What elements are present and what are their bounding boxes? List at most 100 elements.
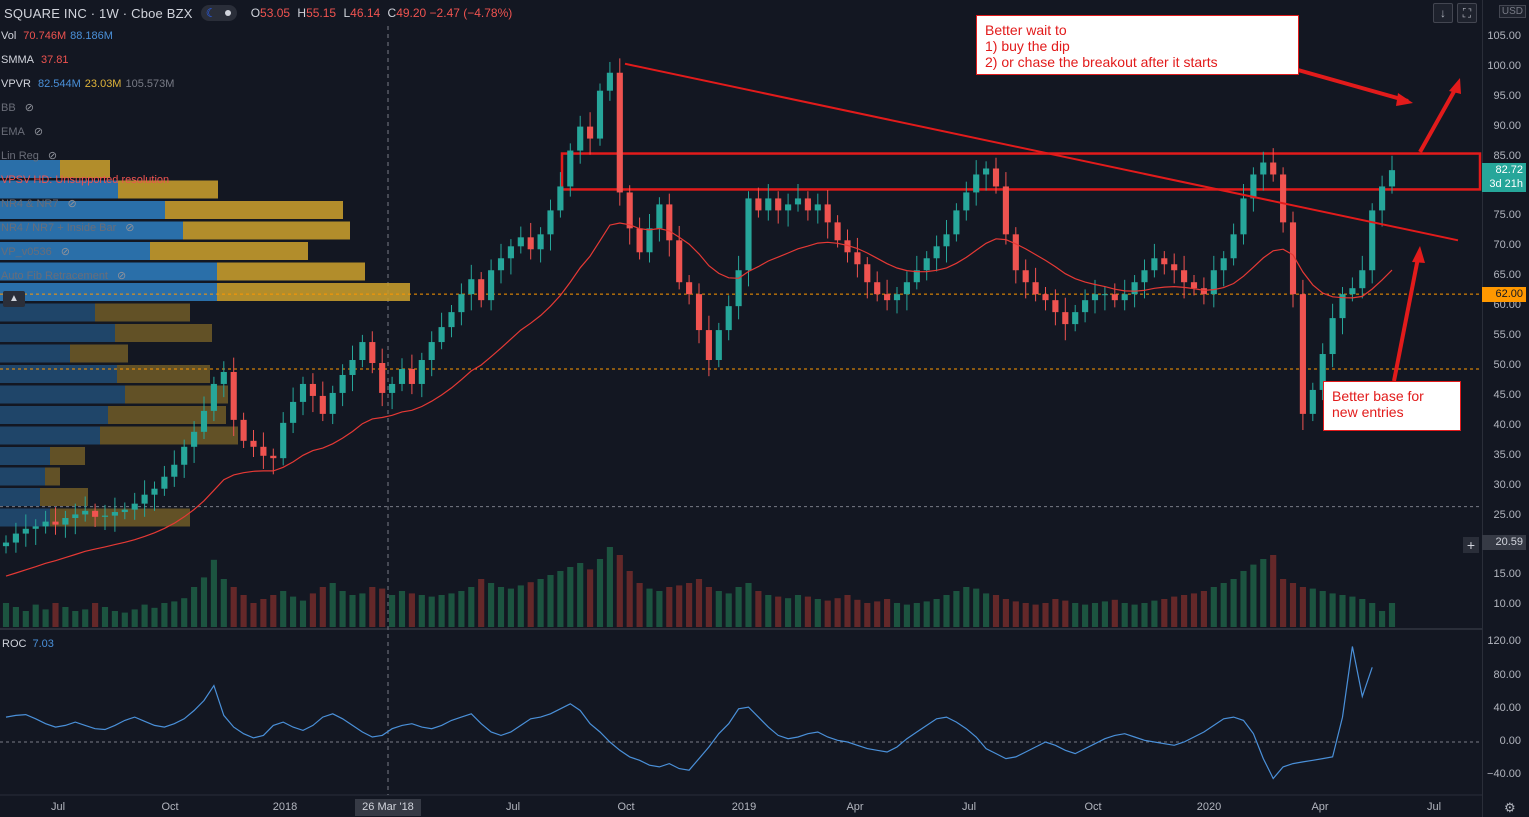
candle-body — [1101, 294, 1108, 296]
volume-bar — [210, 559, 217, 627]
trendline — [624, 62, 1459, 242]
indicator-name[interactable]: BB — [1, 102, 16, 114]
candle-body — [1359, 270, 1366, 289]
volume-bar — [101, 607, 109, 627]
candle-body — [1240, 198, 1247, 235]
indicator-name[interactable]: VP_v0536 — [1, 246, 52, 258]
volume-bar — [1329, 593, 1336, 627]
roc-tick-label: 40.00 — [1493, 701, 1521, 714]
ohlc-high: 55.15 — [306, 6, 337, 20]
vpvr-down-bar — [118, 180, 218, 199]
candle-body — [329, 392, 336, 414]
arrow-shaft-up — [1418, 87, 1458, 153]
candle-body — [596, 90, 604, 139]
volume-bar — [1161, 599, 1168, 627]
add-level-button[interactable]: + — [1463, 537, 1479, 553]
price-tick-label: 105.00 — [1487, 29, 1521, 42]
symbol-title[interactable]: SQUARE INC · 1W · Cboe BZX — [4, 5, 193, 21]
volume-bar — [349, 595, 356, 627]
eye-hidden-icon[interactable]: ⊘ — [24, 102, 34, 114]
volume-bar — [893, 603, 901, 627]
vpvr-up-bar — [0, 221, 183, 240]
candle-body — [101, 515, 109, 517]
eye-hidden-icon[interactable]: ⊘ — [125, 222, 135, 234]
vpvr-down-bar — [100, 426, 238, 445]
volume-bar — [1240, 571, 1247, 627]
candle-body — [250, 440, 257, 447]
candle-body — [161, 476, 168, 489]
annotation-wait[interactable]: Better wait to 1) buy the dip 2) or chas… — [976, 15, 1299, 75]
vpvr-down-bar — [40, 488, 88, 506]
indicator-name[interactable]: VPVR — [1, 78, 31, 90]
candle-body — [1121, 294, 1128, 301]
candle-body — [626, 192, 633, 229]
currency-label[interactable]: USD — [1498, 5, 1526, 18]
annotation-base[interactable]: Better base for new entries — [1323, 381, 1461, 431]
time-tick-label: Jul — [50, 801, 66, 813]
candle-body — [171, 464, 178, 477]
indicator-value: 88.186M — [70, 30, 113, 42]
candle-body — [1289, 222, 1297, 295]
vpvr-down-bar — [217, 283, 410, 301]
candle-body — [517, 237, 524, 247]
settings-gear-icon[interactable]: ⚙ — [1504, 800, 1516, 815]
volume-bar — [715, 591, 722, 627]
indicator-name[interactable]: Vol — [1, 30, 17, 42]
candle-body — [844, 240, 851, 253]
candle-body — [646, 228, 653, 253]
volume-bar — [339, 591, 346, 627]
vpvr-down-bar — [70, 344, 128, 363]
candle-body — [1339, 294, 1346, 319]
indicator-name[interactable]: EMA — [1, 126, 25, 138]
volume-bar — [418, 595, 425, 627]
eye-hidden-icon[interactable]: ⊘ — [67, 198, 77, 210]
eye-hidden-icon[interactable]: ⊘ — [47, 150, 58, 162]
indicator-name[interactable]: NR4 & NR7 — [1, 198, 59, 210]
indicator-name[interactable]: Lin Reg — [1, 150, 39, 162]
candle-body — [408, 368, 415, 384]
volume-bar — [735, 587, 742, 627]
roc-line — [5, 646, 1373, 780]
eye-hidden-icon[interactable]: ⊘ — [117, 270, 127, 282]
candle-body — [1260, 162, 1267, 175]
vpvr-up-bar — [0, 406, 108, 424]
eye-hidden-icon[interactable]: ⊘ — [60, 246, 70, 258]
price-tag: 20.59 — [1482, 535, 1526, 551]
vpvr-down-bar — [45, 467, 60, 486]
market-status-toggle[interactable]: ☾ — [200, 5, 237, 21]
volume-bar — [121, 612, 128, 627]
fullscreen-icon[interactable]: ⛶ — [1457, 3, 1477, 23]
volume-bar — [547, 575, 554, 627]
volume-bar — [1250, 564, 1257, 627]
volume-bar — [953, 591, 960, 627]
volume-bar — [42, 609, 49, 627]
candle-body — [62, 518, 69, 525]
candle-body — [1220, 258, 1227, 271]
indicator-name[interactable]: VPSV HD: Unsupported resolution — [1, 174, 170, 186]
price-tick-label: 45.00 — [1493, 388, 1521, 401]
indicator-name[interactable]: Auto Fib Retracement — [1, 270, 108, 282]
indicator-row: BB ⊘ — [0, 99, 34, 117]
volume-bar — [1072, 603, 1079, 627]
candle-body — [903, 282, 910, 295]
indicator-value: 105.573M — [125, 78, 175, 90]
candle-body — [52, 521, 59, 525]
roc-value: 7.03 — [32, 638, 54, 650]
volume-bar — [309, 593, 316, 627]
volume-bar — [1091, 603, 1099, 627]
price-axis[interactable] — [1482, 0, 1529, 817]
volume-bar — [2, 603, 10, 627]
eye-hidden-icon[interactable]: ⊘ — [33, 126, 44, 138]
candle-body — [527, 237, 534, 250]
volume-bar — [705, 587, 712, 627]
download-arrow-icon[interactable]: ↓ — [1433, 3, 1453, 23]
volume-bar — [438, 595, 445, 627]
collapse-legend-button[interactable]: ▲ — [3, 291, 25, 307]
indicator-name[interactable]: SMMA — [1, 54, 34, 66]
indicator-name[interactable]: NR4 / NR7 + Inside Bar — [1, 222, 117, 234]
candle-body — [398, 368, 406, 384]
candle-body — [92, 510, 99, 517]
vpvr-up-bar — [0, 365, 117, 383]
candle-body — [804, 198, 811, 211]
